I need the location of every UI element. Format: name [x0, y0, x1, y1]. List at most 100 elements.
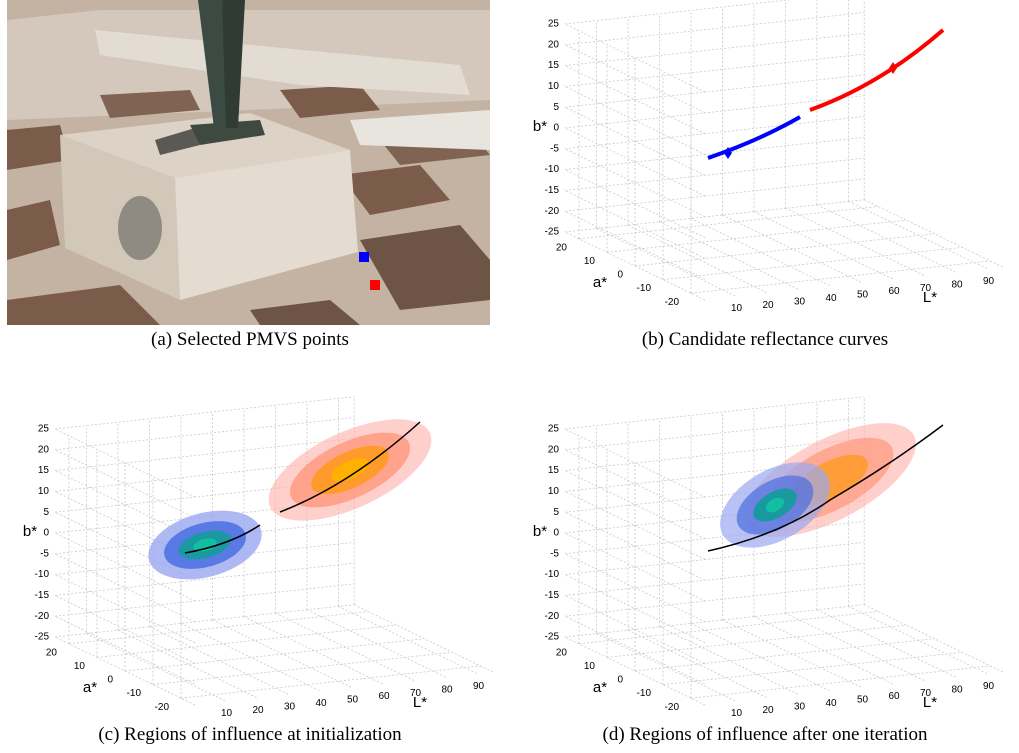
grid-line: [564, 562, 865, 596]
z-tick-label: 25: [548, 424, 560, 435]
grid-line: [564, 95, 865, 129]
z-tick-label: -5: [40, 548, 49, 559]
x-tick-label: 30: [794, 701, 806, 712]
grid-line: [662, 651, 963, 685]
grid-line: [864, 604, 1005, 674]
grid-line: [606, 624, 907, 658]
z-tick-label: -15: [545, 590, 560, 601]
x-tick-label: 30: [794, 296, 806, 307]
grid-line: [564, 541, 865, 575]
x-tick-label: 10: [731, 708, 743, 719]
grid-line: [212, 619, 353, 689]
x-tick-label: 80: [951, 684, 963, 695]
x-axis-label: L*: [413, 694, 427, 711]
z-tick-label: 20: [548, 444, 560, 455]
curves: [707, 28, 945, 160]
grid-line: [86, 633, 227, 702]
grid-line: [722, 619, 863, 689]
z-tick-label: -20: [35, 611, 50, 622]
grid-line: [753, 211, 895, 280]
grid-line: [180, 623, 322, 692]
grid-line: [578, 206, 879, 240]
grid-line: [564, 23, 706, 93]
z-tick-label: 5: [553, 507, 559, 518]
z-tick-label: -20: [545, 611, 560, 622]
x-tick-label: 20: [762, 300, 774, 311]
x-tick-label: 40: [315, 698, 327, 709]
z-axis-label: b*: [23, 523, 37, 540]
x-tick-label: 60: [888, 691, 900, 702]
grid-line: [564, 53, 865, 87]
z-tick-label: 15: [548, 60, 560, 71]
grid-line: [596, 633, 737, 702]
grid-line: [54, 417, 355, 451]
plot-3d: 10 20 30 40 50 60 70 80 90-20-1001020-25-20-15-1…: [23, 396, 495, 719]
x-tick-label: 60: [378, 691, 390, 702]
x-tick-label: 50: [857, 695, 869, 706]
grid-line: [864, 199, 1005, 269]
y-tick-label: -20: [155, 702, 170, 713]
grid-line: [54, 449, 196, 519]
grid-line: [124, 638, 425, 672]
grid-line: [243, 616, 385, 685]
y-tick-label: 0: [617, 675, 623, 686]
y-axis-label: a*: [83, 679, 97, 696]
grid-line: [753, 616, 895, 685]
grid-line: [564, 210, 706, 280]
x-tick-label: 70: [920, 688, 932, 699]
z-tick-label: 10: [38, 486, 50, 497]
grid-line: [564, 12, 865, 46]
x-tick-label: 30: [284, 701, 296, 712]
grid-line: [606, 219, 907, 253]
grid-line: [96, 624, 397, 658]
z-tick-label: 0: [553, 123, 559, 134]
z-axis-label: b*: [533, 118, 547, 135]
grid-line: [659, 221, 800, 291]
grid-line: [564, 470, 706, 539]
z-tick-label: -25: [35, 632, 50, 643]
grid-line: [564, 532, 706, 602]
y-tick-label: -10: [637, 688, 652, 699]
grid-line: [180, 665, 481, 699]
grid-line: [54, 583, 355, 617]
photo: [7, 0, 490, 325]
y-tick-label: 10: [584, 256, 596, 267]
grid-line: [564, 116, 865, 150]
y-tick-label: 10: [74, 661, 86, 672]
x-tick-label: 20: [762, 705, 774, 716]
grid-line: [564, 106, 706, 176]
z-tick-label: 25: [548, 19, 560, 30]
x-tick-label: 60: [888, 286, 900, 297]
x-axis-label: L*: [923, 694, 937, 711]
z-tick-label: 10: [548, 486, 560, 497]
y-tick-label: -20: [665, 702, 680, 713]
grid-line: [564, 74, 865, 108]
grid-line: [149, 626, 290, 696]
y-tick-label: 10: [584, 661, 596, 672]
x-tick-label: 40: [825, 698, 837, 709]
x-tick-label: 90: [983, 276, 995, 287]
grid-line: [54, 553, 196, 623]
x-tick-label: 10: [731, 303, 743, 314]
y-tick-label: 20: [46, 647, 58, 658]
grid-line: [564, 583, 865, 617]
grid-line: [354, 604, 495, 674]
grid-line: [564, 148, 706, 218]
z-tick-label: -5: [550, 143, 559, 154]
grid-line: [564, 136, 865, 170]
grid-line: [564, 190, 706, 259]
grid-line: [634, 638, 935, 672]
plot-3d: 10 20 30 40 50 60 70 80 90-20-1001020-25-20-15-1…: [533, 396, 1005, 719]
grid-line: [54, 615, 196, 685]
x-tick-label: 20: [252, 705, 264, 716]
grid-line: [690, 218, 832, 287]
grid-line: [54, 532, 196, 602]
y-tick-label: 0: [617, 270, 623, 281]
y-tick-label: 20: [556, 242, 568, 253]
y-tick-label: -10: [127, 688, 142, 699]
grid-line: [564, 428, 706, 498]
grid-line: [564, 127, 706, 197]
z-tick-label: 10: [548, 81, 560, 92]
grid-line: [564, 553, 706, 623]
